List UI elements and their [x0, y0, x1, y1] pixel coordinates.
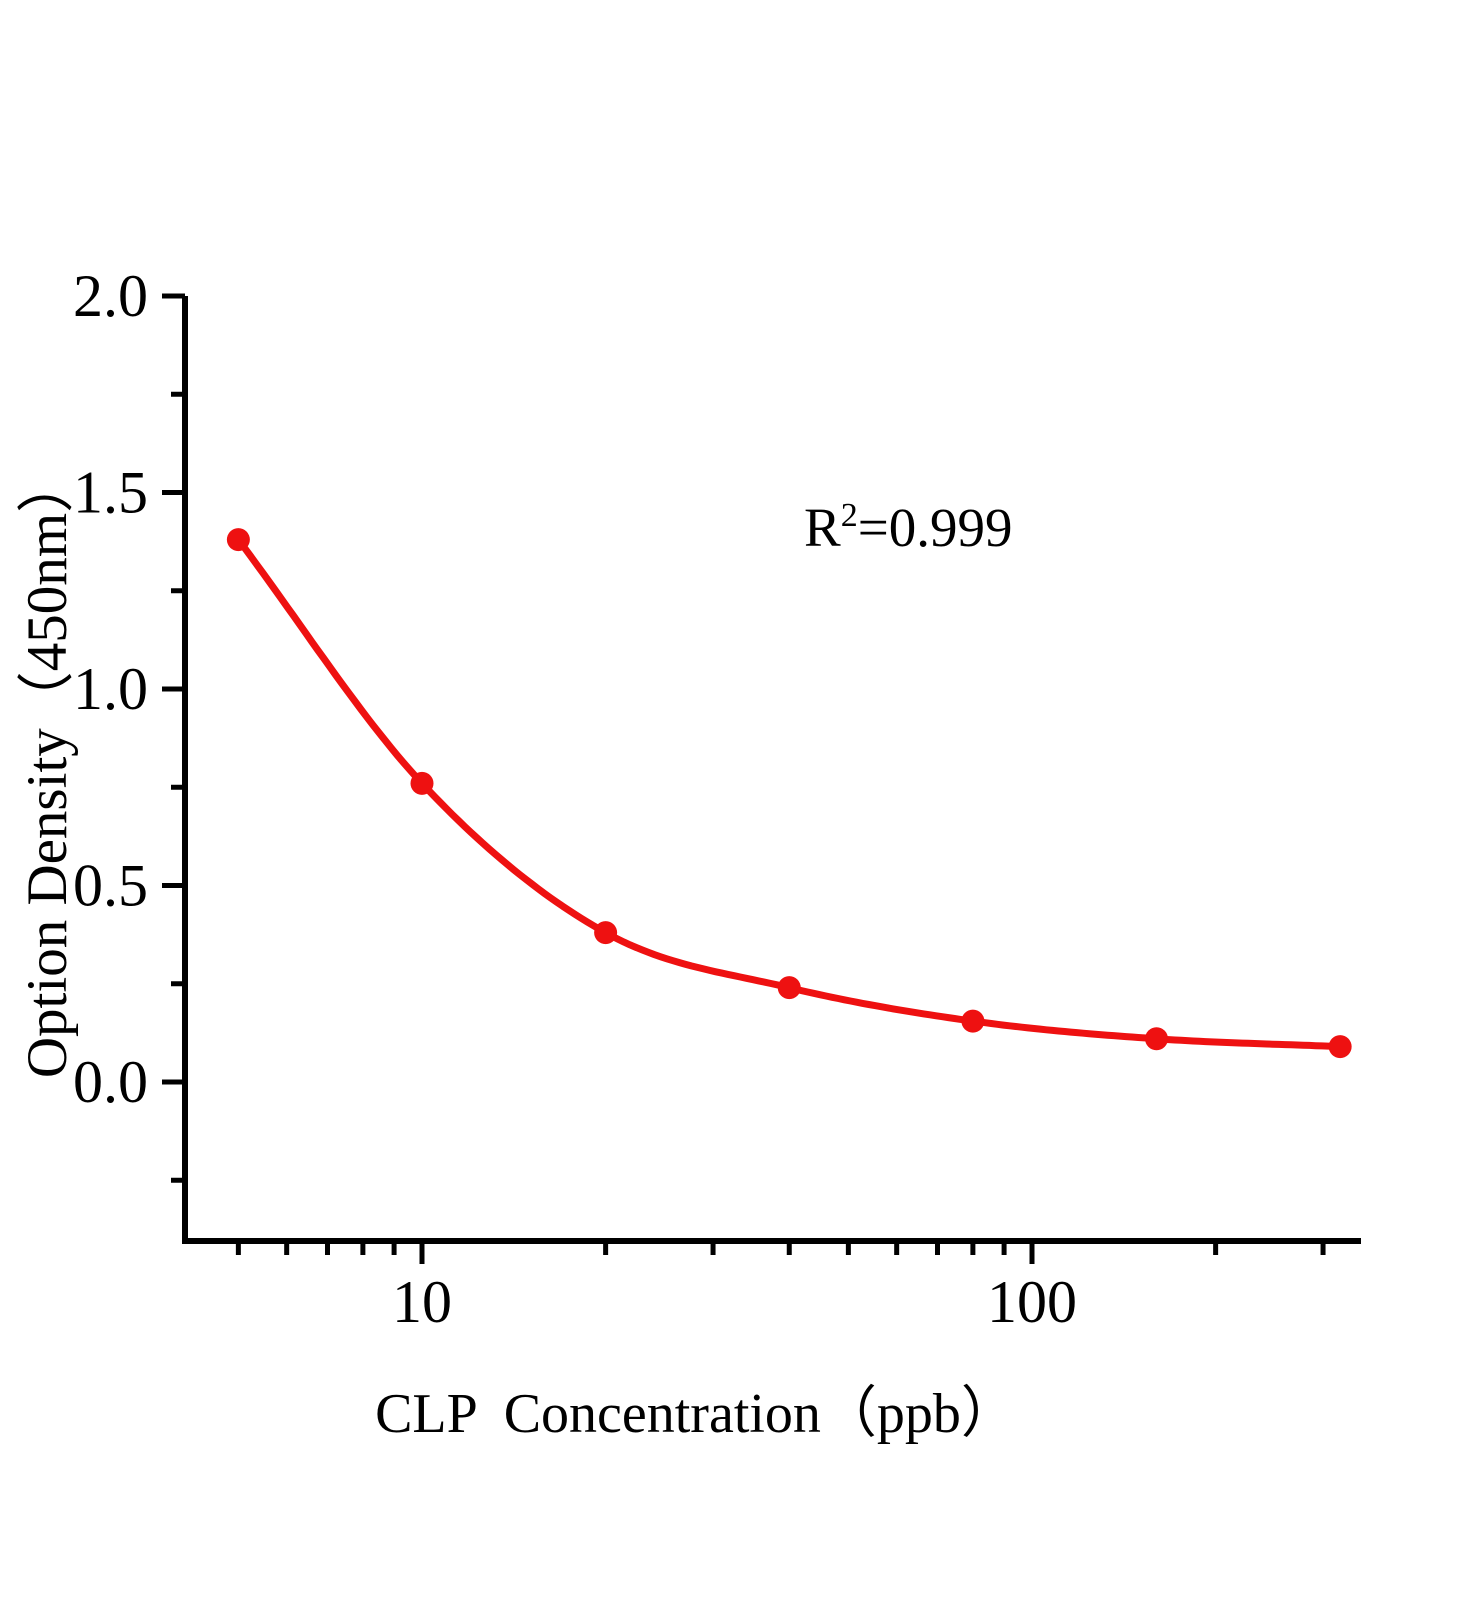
x-axis-title: CLP Concentration（ppb）: [375, 1383, 1017, 1445]
fit-curve: [234, 536, 1344, 1051]
x-tick-label: 10: [392, 1269, 452, 1335]
y-tick-label: 0.5: [73, 853, 148, 919]
y-tick-label: 2.0: [73, 263, 148, 329]
data-point: [777, 976, 801, 1000]
axis-lines: [182, 296, 1361, 1244]
data-point: [594, 921, 618, 945]
r-squared-base: R: [804, 497, 841, 558]
data-point: [961, 1009, 985, 1033]
y-tick-label: 1.5: [73, 460, 148, 526]
data-point: [1145, 1027, 1169, 1051]
r-squared-annotation: R2=0.999: [804, 496, 1012, 559]
data-point: [410, 771, 434, 795]
y-tick-label: 0.0: [73, 1049, 148, 1115]
r-squared-exponent: 2: [840, 497, 858, 534]
x-tick-label: 100: [987, 1269, 1077, 1335]
y-tick-label: 1.0: [73, 656, 148, 722]
r-squared-value: =0.999: [857, 497, 1013, 558]
data-point: [226, 528, 250, 552]
data-point: [1328, 1035, 1352, 1059]
y-axis-title: Option Density（450nm）: [16, 455, 79, 1079]
